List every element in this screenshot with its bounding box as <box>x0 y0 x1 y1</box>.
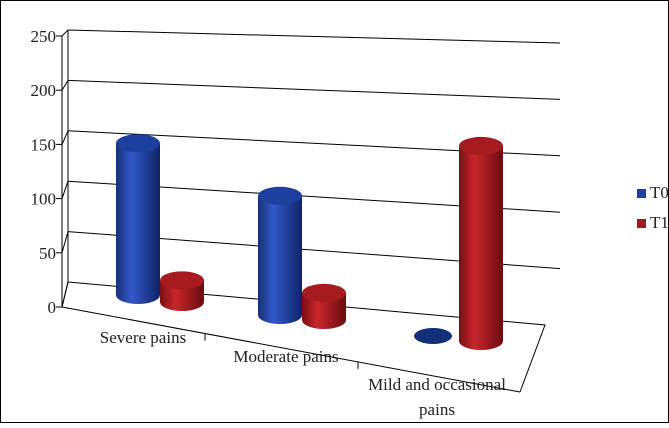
bar-t0 <box>116 134 160 304</box>
legend-label: T1 <box>650 213 669 232</box>
bar-top <box>116 134 160 153</box>
gridline <box>67 29 561 44</box>
bar-top <box>302 283 346 302</box>
category-label: Severe pains <box>100 328 186 347</box>
bar-body <box>258 195 302 324</box>
bar-body <box>302 292 346 329</box>
gridline-side <box>61 29 69 37</box>
y-tick-label: 150 <box>31 135 57 154</box>
legend-swatch <box>637 189 646 198</box>
bar-body <box>459 145 503 350</box>
bar-t0 <box>258 186 302 324</box>
bar-top <box>459 136 503 155</box>
floor-back-edge <box>67 281 546 393</box>
gridline-side <box>61 181 69 199</box>
legend-swatch <box>637 219 646 228</box>
x-axis <box>61 306 521 393</box>
category-label: Mild and occasional pains <box>368 375 506 419</box>
category-label: Moderate pains <box>233 347 338 366</box>
legend-label: T0 <box>650 183 669 202</box>
floor-left-edge <box>61 281 69 308</box>
y-tick-label: 50 <box>39 244 56 263</box>
bar-t1 <box>302 283 346 329</box>
gridline-side <box>61 231 69 253</box>
bar-top <box>258 186 302 205</box>
y-tick-label: 0 <box>48 298 57 317</box>
bar-top <box>414 328 452 344</box>
bar-t1 <box>160 271 204 311</box>
gridline <box>67 79 561 100</box>
bar-body <box>116 143 160 304</box>
y-tick-label: 200 <box>31 81 57 100</box>
y-tick-label: 250 <box>31 27 57 46</box>
bar-t0 <box>414 328 452 344</box>
y-tick-label: 100 <box>31 190 57 209</box>
bar-t1 <box>459 136 503 350</box>
bar-top <box>160 271 204 290</box>
gridline-side <box>61 80 69 91</box>
gridline-side <box>61 130 69 145</box>
